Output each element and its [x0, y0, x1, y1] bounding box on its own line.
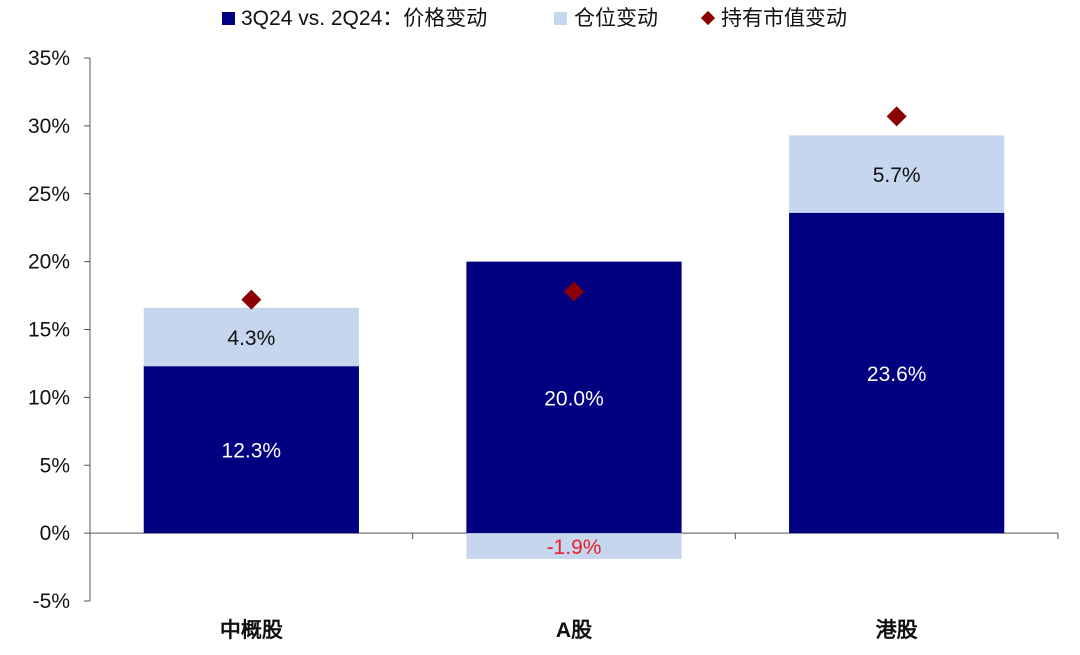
data-label-price-change: 12.3%	[222, 440, 282, 463]
legend-label-position-change: 仓位变动	[574, 7, 658, 30]
legend-label-market-value-change: 持有市值变动	[721, 7, 847, 30]
labels: 中概股 12.3% 4.3% A股 20.0% -1.9% 港股 23.6% 5.7%	[220, 164, 927, 642]
data-label-position-change: 4.3%	[227, 327, 275, 350]
legend-label-price-change: 3Q24 vs. 2Q24：价格变动	[241, 7, 487, 30]
legend-swatch-position-change	[554, 12, 567, 25]
y-tick-label: 25%	[28, 183, 70, 206]
category-label: 港股	[876, 618, 918, 642]
axes: 35% 30% 25% 20% 15% 10% 5% 0% -5%	[28, 47, 1059, 613]
y-tick-label: 35%	[28, 47, 70, 70]
bar-price-change	[143, 366, 359, 534]
legend-swatch-price-change	[222, 12, 235, 25]
data-label-position-change: 5.7%	[873, 164, 921, 187]
data-label-price-change: 23.6%	[867, 363, 927, 386]
bars	[143, 135, 1005, 559]
marker-market-value-change	[241, 289, 262, 310]
data-label-price-change: 20.0%	[544, 387, 604, 410]
legend-marker-market-value-change	[700, 10, 716, 26]
y-tick-label: 20%	[28, 251, 70, 274]
y-tick-label: -5%	[33, 590, 70, 613]
y-tick-label: 30%	[28, 115, 70, 138]
y-tick-label: 5%	[40, 454, 70, 477]
bar-position-change	[143, 307, 359, 367]
bar-position-change	[466, 533, 682, 559]
category-label: A股	[556, 619, 592, 642]
data-label-position-change: -1.9%	[547, 536, 602, 559]
marker-market-value-change	[564, 281, 584, 302]
bar-price-change	[789, 212, 1005, 534]
category-label: 中概股	[220, 619, 283, 642]
legend: 3Q24 vs. 2Q24：价格变动 仓位变动 持有市值变动	[222, 7, 847, 30]
bar-position-change	[789, 135, 1005, 213]
bar-price-change	[466, 261, 682, 534]
marker-market-value-change	[886, 106, 907, 127]
y-tick-label: 15%	[28, 319, 70, 342]
y-tick-label: 10%	[28, 386, 70, 409]
y-tick-label: 0%	[40, 522, 70, 545]
markers	[241, 106, 907, 310]
